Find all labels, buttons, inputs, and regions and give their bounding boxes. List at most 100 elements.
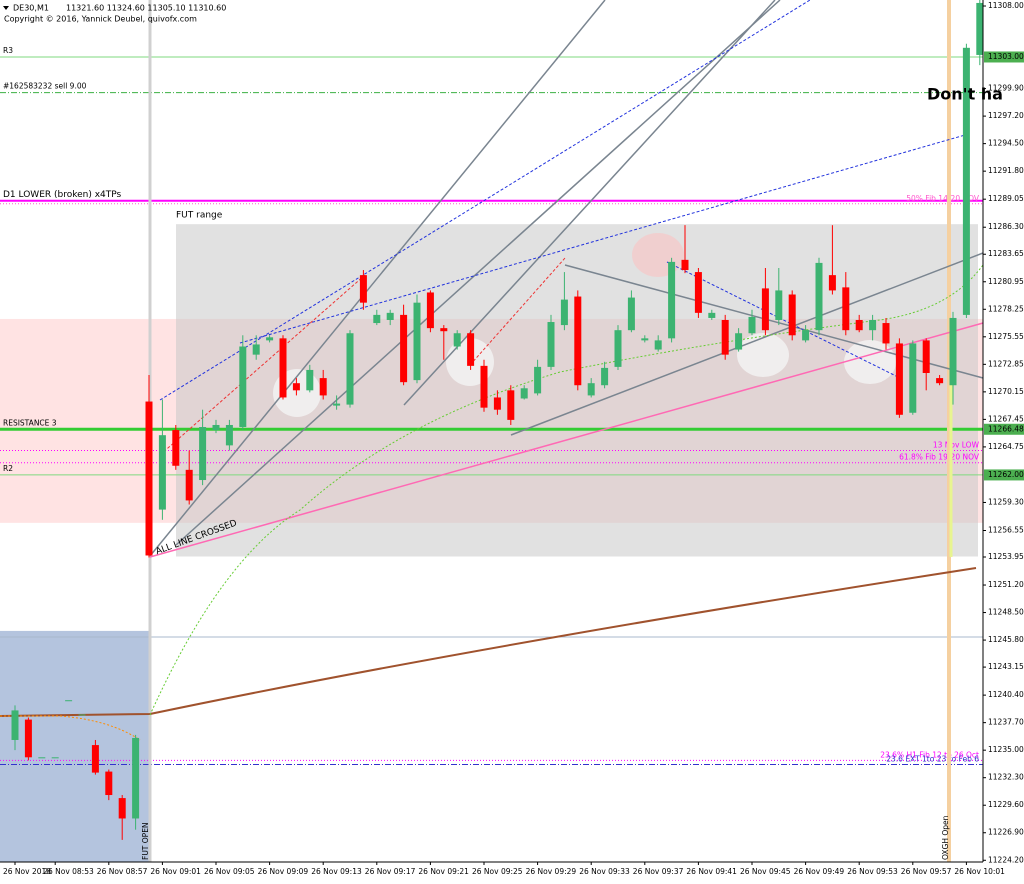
candle-body [252, 344, 260, 355]
y-tick-label: 11245.80 [988, 635, 1024, 644]
candle-body [748, 316, 756, 334]
y-tick-label: 11226.90 [988, 828, 1024, 837]
level-label: R2 [3, 464, 13, 473]
y-tick-label: 11243.15 [988, 662, 1024, 671]
y-tick-label: 11256.55 [988, 525, 1024, 534]
candle-body [962, 47, 970, 315]
y-tick-label: 11294.50 [988, 139, 1024, 148]
candle-body [333, 403, 341, 406]
x-tick-label: 26 Nov 2018 [3, 867, 51, 876]
candle-body [24, 719, 32, 758]
moving-average [0, 567, 977, 717]
candle-body [118, 798, 126, 819]
zone [0, 630, 149, 862]
candle-body [761, 288, 769, 331]
candle-body [976, 2, 984, 55]
x-tick-label: 26 Nov 09:57 [901, 867, 952, 876]
candle-body [560, 299, 568, 326]
candle-body [949, 317, 957, 386]
x-tick-label: 26 Nov 09:21 [418, 867, 469, 876]
y-tick-label: 11224.20 [988, 855, 1024, 864]
y-tick-label: 11267.45 [988, 414, 1024, 423]
x-tick-label: 26 Nov 09:49 [794, 867, 845, 876]
candle-body [641, 338, 649, 341]
x-tick-label: 26 Nov 09:17 [365, 867, 416, 876]
price-box [984, 469, 1024, 481]
candle-body [346, 333, 354, 405]
trendline [666, 261, 901, 379]
x-tick-label: 26 Nov 09:01 [150, 867, 201, 876]
levels: R3 #162583232 sell 9.00 D1 LOWER (broken) … [0, 46, 983, 765]
candle-body [11, 710, 19, 740]
x-tick-label: 26 Nov 09:53 [847, 867, 898, 876]
candle-body [654, 340, 662, 350]
y-tick-label: 11253.95 [988, 552, 1024, 561]
level-label: RESISTANCE 3 [3, 418, 57, 427]
price-box [984, 423, 1024, 435]
candle-body [453, 333, 461, 347]
session-label: FUT OPEN [141, 822, 150, 860]
candle-body [775, 290, 783, 320]
x-tick-label: 26 Nov 09:05 [204, 867, 255, 876]
candle-body [51, 757, 59, 759]
candle-body [145, 401, 153, 556]
zones: FUT range [0, 211, 983, 862]
candle-body [400, 314, 408, 383]
candle-body [601, 367, 609, 386]
candle-body [735, 333, 743, 350]
y-tick-label: 11308.00 [988, 1, 1024, 10]
level-label: 23.6 EXT 1to 23 to Feb 6 [886, 754, 979, 763]
candle-body [895, 343, 903, 415]
candle-body [507, 390, 515, 420]
candle-body [199, 427, 207, 481]
level-label: 23.6% H1 Fib 12 to 26 Oct [880, 750, 979, 759]
candle-body [65, 700, 73, 702]
level-label: #162583232 sell 9.00 [3, 82, 87, 91]
candle-body [292, 383, 300, 391]
candle-body [480, 365, 488, 408]
ohlc: 11321.60 11324.60 11305.10 11310.60 [66, 4, 226, 13]
x-tick-label: 26 Nov 09:45 [740, 867, 791, 876]
trendline [510, 252, 984, 436]
x-tick-label: 26 Nov 09:41 [686, 867, 737, 876]
level-label: 50% Fib 14-20 NOV [906, 194, 980, 203]
candle-body [440, 328, 448, 332]
y-tick-label: 11278.25 [988, 304, 1024, 313]
y-tick-label: 11264.75 [988, 442, 1024, 451]
candle-body [172, 430, 180, 466]
candle-body [627, 297, 635, 331]
y-tick-label: 11240.40 [988, 690, 1024, 699]
x-tick-label: 26 Nov 09:29 [526, 867, 577, 876]
x-tick-label: 26 Nov 09:37 [633, 867, 684, 876]
y-tick-label: 11229.60 [988, 800, 1024, 809]
copyright: Copyright © 2016, Yannick Deubel, quivof… [4, 15, 197, 24]
candle-body [78, 714, 86, 716]
candle-body [185, 469, 193, 501]
candle-body [547, 322, 555, 367]
candle-body [386, 312, 394, 320]
y-tick-label: 11272.85 [988, 359, 1024, 368]
candle-body [279, 338, 287, 398]
price-box-label: 11266.48 [988, 424, 1024, 433]
candle-body [922, 340, 930, 373]
y-tick-label: 11297.20 [988, 111, 1024, 120]
trendline [239, 134, 966, 344]
candle-body [158, 435, 166, 510]
candle-body [614, 330, 622, 367]
candle-body [105, 771, 113, 796]
candle-body [815, 262, 823, 331]
x-tick-label: 26 Nov 08:57 [97, 867, 148, 876]
trendline [403, 0, 776, 406]
candle-body [869, 319, 877, 331]
level-label: 13 Nov LOW [933, 440, 980, 449]
candle-body [373, 314, 381, 324]
moving-average [149, 264, 984, 716]
y-tick-label: 11280.95 [988, 277, 1024, 286]
candles [11, 0, 984, 840]
y-tick-label: 11235.00 [988, 745, 1024, 754]
candle-body [842, 287, 850, 331]
candle-body [359, 275, 367, 303]
candle-body [319, 378, 327, 396]
y-tick-label: 11286.30 [988, 222, 1024, 231]
